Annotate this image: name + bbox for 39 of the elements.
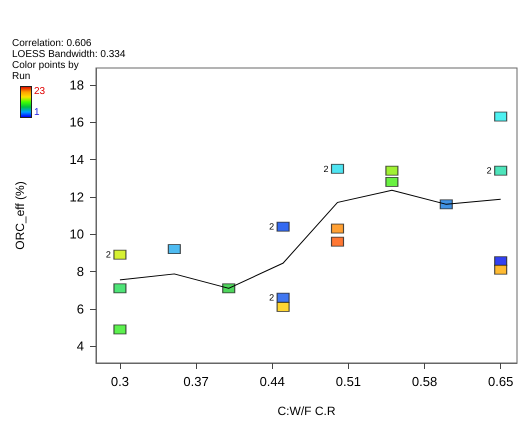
color-bar-label: 23 — [34, 86, 46, 97]
y-tick-label: 4 — [76, 338, 84, 354]
color-bar-label: 1 — [34, 107, 40, 118]
point — [113, 324, 126, 334]
text: LOESS Bandwidth: 0.334 — [12, 49, 126, 60]
point — [385, 176, 398, 187]
point — [494, 166, 508, 176]
x-axis-title: C:W/F C.R — [278, 404, 336, 418]
y-tick-label: 6 — [76, 301, 84, 316]
x-tick-label: 0.51 — [336, 374, 362, 389]
point — [331, 236, 344, 247]
point — [113, 250, 126, 260]
point — [385, 166, 398, 176]
x-tick-label: 0.3 — [110, 374, 129, 389]
y-tick-label: 8 — [76, 264, 84, 280]
y-tick-label: 14 — [70, 152, 84, 167]
x-tick-label: 0.44 — [260, 374, 285, 389]
point — [331, 224, 344, 234]
point — [276, 302, 290, 312]
annotation: 2 — [106, 250, 111, 260]
y-tick-label: 16 — [70, 114, 84, 130]
annotation: 2 — [323, 164, 329, 174]
annotation: 2 — [269, 292, 274, 303]
x-tick-label: 0.37 — [183, 374, 209, 389]
point — [113, 283, 126, 294]
point — [494, 264, 508, 275]
x-tick-label: 0.65 — [488, 374, 514, 389]
point — [494, 112, 508, 122]
point — [331, 164, 344, 174]
point — [276, 222, 290, 232]
y-tick-label: 12 — [70, 189, 84, 204]
y-axis-title: ORC_eff (%) — [13, 181, 27, 250]
y-tick-label: 10 — [70, 226, 84, 242]
point — [276, 292, 290, 303]
annotation: 2 — [269, 222, 274, 232]
point — [168, 244, 181, 254]
annotation: 2 — [486, 166, 492, 176]
x-tick-label: 0.58 — [412, 374, 438, 389]
text: Correlation: 0.606 — [12, 38, 92, 49]
